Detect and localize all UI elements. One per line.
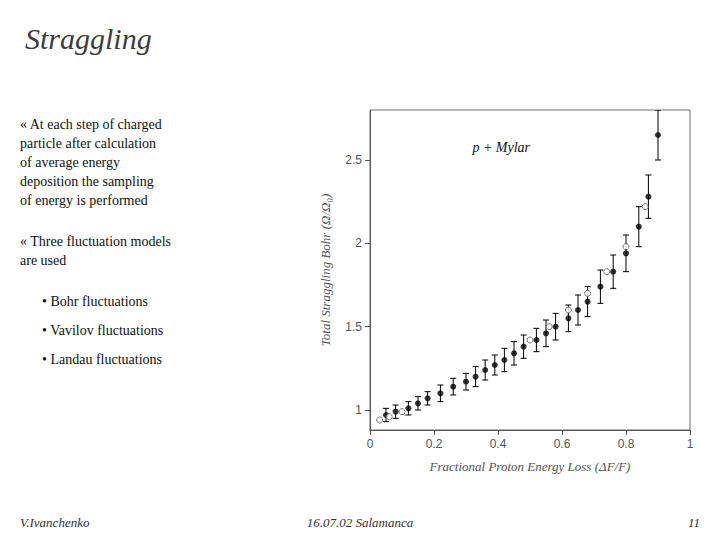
svg-text:2.5: 2.5 [345,153,362,167]
svg-text:0.8: 0.8 [618,437,635,451]
svg-text:• Landau fluctuations: • Landau fluctuations [42,352,162,367]
svg-text:0.6: 0.6 [554,437,571,451]
svg-text:of average energy: of average energy [20,155,120,170]
svg-text:V.Ivanchenko: V.Ivanchenko [20,515,90,530]
svg-text:deposition the sampling: deposition the sampling [20,174,154,189]
svg-text:particle after calculation: particle after calculation [20,136,156,151]
svg-text:0.4: 0.4 [490,437,507,451]
svg-text:1: 1 [355,403,362,417]
svg-text:are used: are used [20,253,66,268]
svg-text:0.2: 0.2 [426,437,443,451]
svg-text:Total Straggling Bohr (Ω/Ω₀): Total Straggling Bohr (Ω/Ω₀) [318,194,333,347]
svg-text:« Three fluctuation models: « Three fluctuation models [20,234,171,249]
svg-text:• Bohr fluctuations: • Bohr fluctuations [42,294,148,309]
svg-text:0: 0 [367,437,374,451]
svg-text:Fractional Proton Energy Loss: Fractional Proton Energy Loss (ΔF/F) [429,459,631,474]
svg-text:• Vavilov fluctuations: • Vavilov fluctuations [42,323,163,338]
svg-text:16.07.02 Salamanca: 16.07.02 Salamanca [307,515,414,530]
svg-text:1: 1 [687,437,694,451]
svg-text:p + Mylar: p + Mylar [471,140,530,155]
svg-text:1.5: 1.5 [345,320,362,334]
svg-text:of energy is performed: of energy is performed [20,193,148,208]
svg-text:2: 2 [355,236,362,250]
svg-text:Straggling: Straggling [25,22,152,55]
svg-text:« At each step of charged: « At each step of charged [20,117,162,132]
svg-text:11: 11 [688,515,700,530]
